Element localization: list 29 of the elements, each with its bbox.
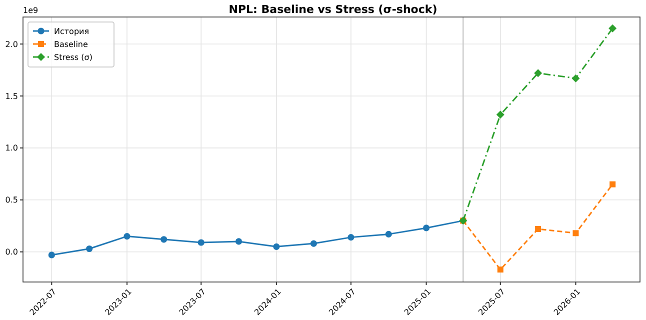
- y-tick-label: 1.0: [5, 144, 18, 153]
- point: [535, 226, 542, 232]
- point: [348, 234, 354, 241]
- legend-label: Baseline: [54, 40, 88, 49]
- point: [385, 230, 392, 238]
- legend-label: История: [54, 26, 90, 36]
- point: [48, 252, 55, 258]
- point: [534, 69, 542, 78]
- point: [198, 239, 204, 246]
- point: [572, 230, 579, 236]
- point: [496, 110, 504, 119]
- point: [273, 243, 280, 250]
- text: 1e9: [23, 6, 38, 15]
- point: [160, 236, 168, 243]
- point: [310, 240, 317, 247]
- point: [422, 224, 430, 232]
- point: [572, 74, 580, 82]
- point: [235, 238, 242, 245]
- point: [610, 181, 616, 188]
- point: [497, 266, 504, 273]
- chart-title: NPL: Baseline vs Stress (σ-shock): [228, 3, 438, 16]
- legend-label: Stress (σ): [54, 52, 92, 62]
- y-tick-label: 0.0: [5, 248, 18, 257]
- point: [86, 245, 93, 252]
- y-tick-label: 0.5: [5, 196, 18, 205]
- y-tick-label: 1.5: [5, 92, 18, 101]
- y-tick-label: 2.0: [5, 40, 18, 49]
- point: [608, 24, 617, 32]
- point: [124, 232, 130, 240]
